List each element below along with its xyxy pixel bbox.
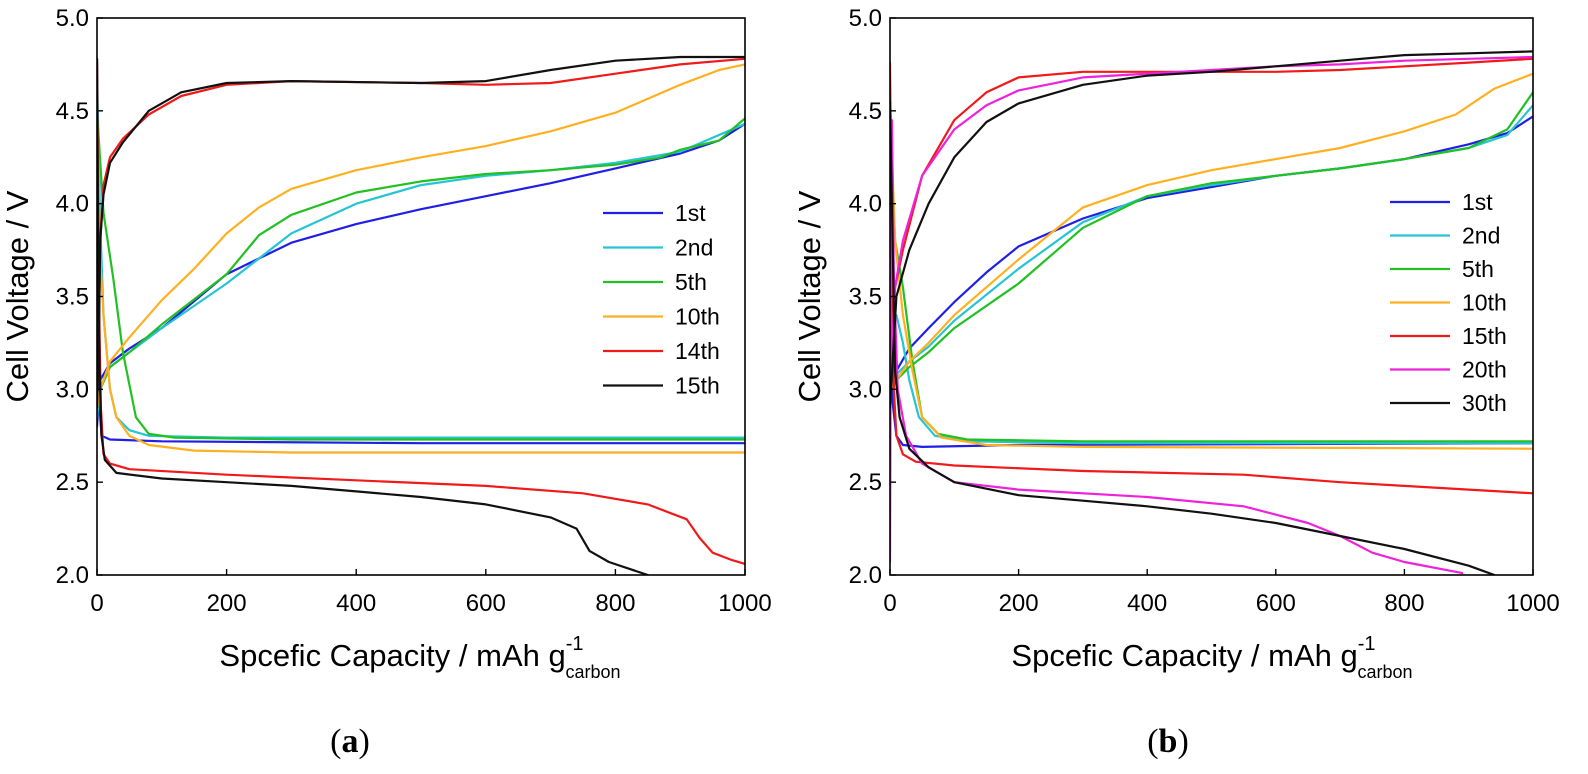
y-tick-label: 4.5 — [56, 98, 89, 125]
y-tick-label: 4.0 — [56, 191, 89, 218]
legend-label-10th: 10th — [1462, 290, 1507, 316]
plot-frame — [889, 17, 1534, 576]
series-line-15th-discharge — [97, 57, 649, 575]
series-line-10th-charge — [890, 72, 1533, 391]
caption-close-paren: ) — [359, 723, 370, 760]
y-tick-label: 3.5 — [56, 284, 89, 311]
x-tick-label: 800 — [1384, 590, 1424, 617]
legend-label-1st: 1st — [1462, 189, 1493, 215]
x-tick-label: 0 — [90, 590, 103, 617]
series-line-5th-discharge — [97, 109, 745, 441]
x-axis-title-sub: carbon — [1358, 662, 1413, 682]
x-tick-label: 200 — [207, 590, 247, 617]
y-tick-label: 2.0 — [849, 562, 882, 589]
x-axis-title: Spcefic Capacity / mAh g-1 carbon — [219, 633, 620, 682]
series-line-2nd-charge — [890, 104, 1533, 391]
x-tick-label: 1000 — [1506, 590, 1559, 617]
legend-label-1st: 1st — [675, 200, 706, 226]
x-axis-title-sup: -1 — [1358, 633, 1376, 655]
legend-label-2nd: 2nd — [675, 235, 713, 261]
series-line-2nd-charge — [97, 122, 745, 419]
chart-panel-b: 0 200 400 600 800 1000 2.0 2.5 3.0 3.5 4.0 4.5 5.0 Ce… — [792, 5, 1560, 760]
plot-frame — [96, 17, 746, 576]
legend-label-5th: 5th — [1462, 256, 1494, 282]
series-line-10th-charge — [97, 63, 745, 409]
y-tick-label: 5.0 — [849, 5, 882, 32]
y-tick-label: 2.5 — [56, 469, 89, 496]
x-tick-label: 800 — [595, 590, 635, 617]
series-line-5th-discharge — [890, 128, 1533, 443]
x-axis-title-main: Spcefic Capacity / mAh g — [219, 638, 565, 673]
series-line-14th-charge — [97, 57, 745, 409]
series-line-10th-discharge — [97, 100, 745, 454]
series-line-15th-discharge — [890, 61, 1533, 495]
y-axis-title: Cell Voltage / V — [792, 190, 827, 402]
caption-close-paren: ) — [1177, 723, 1188, 760]
legend-label-10th: 10th — [675, 304, 720, 330]
x-tick-label: 400 — [336, 590, 376, 617]
legend-label-15th: 15th — [675, 373, 720, 399]
series-line-2nd-discharge — [97, 72, 745, 439]
x-axis-title-sub: carbon — [566, 662, 621, 682]
x-axis-title: Spcefic Capacity / mAh g-1 carbon — [1011, 633, 1412, 682]
series-line-1st-charge — [890, 115, 1533, 409]
panel-caption: (b) — [1147, 723, 1189, 760]
legend-label-5th: 5th — [675, 269, 707, 295]
series-line-20th-charge — [890, 55, 1533, 409]
series-line-5th-charge — [890, 91, 1533, 391]
y-tick-label: 3.0 — [849, 376, 882, 403]
series-line-1st-charge — [97, 122, 745, 428]
legend-label-15th: 15th — [1462, 323, 1507, 349]
series-line-15th-charge — [890, 57, 1533, 409]
legend-label-2nd: 2nd — [1462, 223, 1500, 249]
y-tick-label: 4.0 — [849, 191, 882, 218]
x-axis-title-sup: -1 — [566, 633, 584, 655]
y-tick-label: 2.0 — [56, 562, 89, 589]
legend-label-30th: 30th — [1462, 390, 1507, 416]
y-tick-label: 4.5 — [849, 98, 882, 125]
legend: 1st 2nd 5th 10th 14th 15th — [603, 200, 720, 399]
y-tick-label: 3.5 — [849, 284, 882, 311]
series-line-5th-charge — [97, 117, 745, 409]
legend: 1st 2nd 5th 10th 15th 20th 30th — [1390, 189, 1507, 416]
x-tick-label: 400 — [1127, 590, 1167, 617]
chart-panel-a: 0 200 400 600 800 1000 2.0 2.5 3.0 3.5 4.0 4.5 5.0 Ce… — [0, 5, 772, 760]
series-line-30th-charge — [890, 50, 1533, 409]
x-tick-label: 600 — [1256, 590, 1296, 617]
y-tick-label: 3.0 — [56, 376, 89, 403]
series-line-1st-discharge — [890, 332, 1533, 448]
caption-letter: b — [1159, 723, 1178, 760]
x-tick-label: 600 — [466, 590, 506, 617]
series-group — [97, 55, 745, 575]
caption-open-paren: ( — [1147, 723, 1158, 760]
legend-label-20th: 20th — [1462, 357, 1507, 383]
y-axis-title: Cell Voltage / V — [0, 190, 35, 402]
series-line-30th-discharge — [890, 100, 1496, 575]
x-tick-label: 0 — [883, 590, 896, 617]
series-line-2nd-discharge — [890, 314, 1533, 445]
y-tick-label: 2.5 — [849, 469, 882, 496]
caption-letter: a — [342, 723, 359, 760]
caption-open-paren: ( — [330, 723, 341, 760]
series-line-20th-discharge — [890, 118, 1464, 575]
x-axis-title-main: Spcefic Capacity / mAh g — [1011, 638, 1357, 673]
x-tick-label: 1000 — [718, 590, 771, 617]
series-line-14th-discharge — [97, 57, 745, 566]
series-line-15th-charge — [97, 55, 745, 409]
y-tick-label: 5.0 — [56, 5, 89, 32]
x-tick-label: 200 — [999, 590, 1039, 617]
series-group — [890, 50, 1533, 575]
legend-label-14th: 14th — [675, 338, 720, 364]
panel-caption: (a) — [330, 723, 370, 760]
